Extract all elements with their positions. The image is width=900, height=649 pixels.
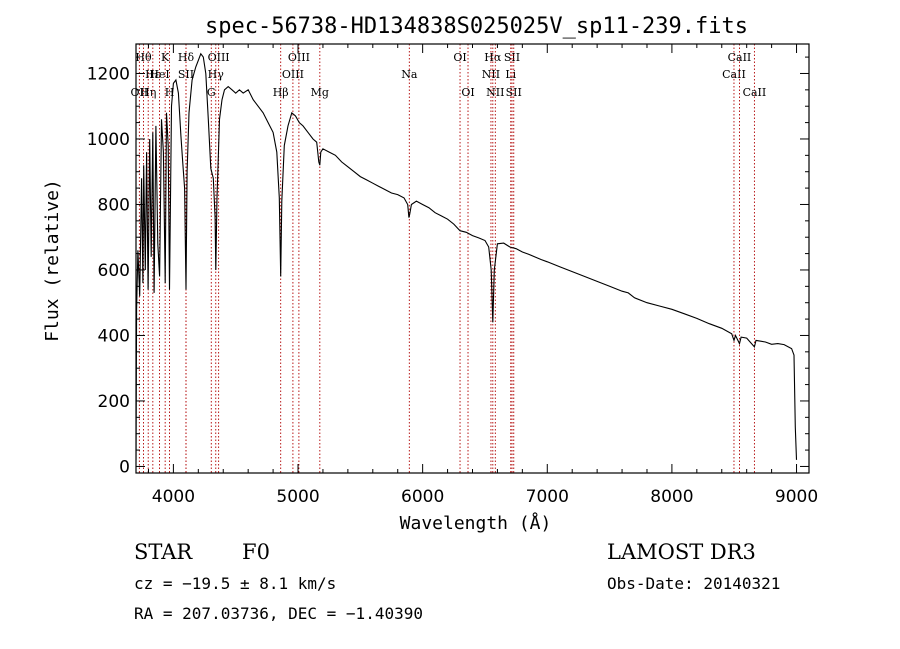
x-tick-label: 7000 [526, 487, 569, 507]
y-tick-label: 800 [98, 195, 130, 215]
object-type-label: STAR [134, 540, 193, 564]
spectral-line-label: OII [131, 86, 149, 99]
spectral-line-label: HeI [149, 68, 169, 81]
x-axis-label: Wavelength (Å) [400, 512, 552, 534]
spectral-line-label: Hδ [178, 51, 195, 64]
spectral-line-label: K [161, 51, 170, 64]
spectral-line-label: NII [486, 86, 504, 99]
spectral-line-label: CaII [728, 51, 752, 64]
redshift-label: cz = −19.5 ± 8.1 km/s [134, 574, 337, 593]
x-tick-label: 6000 [401, 487, 444, 507]
spectral-line-label: Hβ [273, 86, 289, 99]
spectral-line-label: NII [482, 68, 500, 81]
subclass-label: F0 [242, 540, 270, 564]
y-tick-label: 1000 [87, 130, 130, 150]
spectral-line-label: Hε [145, 68, 161, 81]
spectral-line-label: OI [461, 86, 474, 99]
survey-label: LAMOST DR3 [607, 540, 756, 564]
spectral-line-label: Hγ [208, 68, 225, 81]
spectrum-line [136, 52, 798, 460]
y-tick-label: 1200 [87, 64, 130, 84]
spectrum-chart: spec-56738-HD134838S025025V_sp11-239.fit… [42, 14, 818, 534]
x-tick-label: 5000 [276, 487, 319, 507]
spectral-line-label: SII [504, 51, 520, 64]
chart-title: spec-56738-HD134838S025025V_sp11-239.fit… [205, 14, 748, 39]
spectral-line-label: Hα [484, 51, 502, 64]
spectral-line-label: G [207, 86, 216, 99]
spectral-line-label: CaII [743, 86, 767, 99]
spectral-line-label: Li [505, 68, 516, 81]
plot-frame [135, 43, 810, 474]
spectral-line-label: Hη [140, 86, 156, 99]
spectral-line-label: CaII [722, 68, 746, 81]
spectral-line-label: OIII [282, 68, 304, 81]
spectral-line-label: Mg [311, 86, 329, 99]
obs-date-label: Obs-Date: 20140321 [607, 574, 781, 593]
coordinates-label: RA = 207.03736, DEC = −1.40390 [134, 604, 423, 623]
spectral-line-label: SII [178, 68, 194, 81]
spectral-line-label: SII [506, 86, 522, 99]
spectral-line-label: Hθ [135, 51, 152, 64]
spectral-line-label: OIII [208, 51, 230, 64]
spectral-line-label: Na [401, 68, 418, 81]
spectral-line-label: H [165, 86, 175, 99]
y-axis-label: Flux (relative) [42, 179, 63, 342]
y-tick-label: 600 [98, 261, 130, 281]
y-tick-label: 0 [119, 457, 130, 477]
y-tick-label: 400 [98, 326, 130, 346]
spectral-line-label: OIII [288, 51, 310, 64]
x-tick-label: 4000 [152, 487, 195, 507]
x-tick-label: 8000 [650, 487, 693, 507]
y-tick-label: 200 [98, 392, 130, 412]
spectral-line-label: OI [453, 51, 466, 64]
x-tick-label: 9000 [775, 487, 818, 507]
